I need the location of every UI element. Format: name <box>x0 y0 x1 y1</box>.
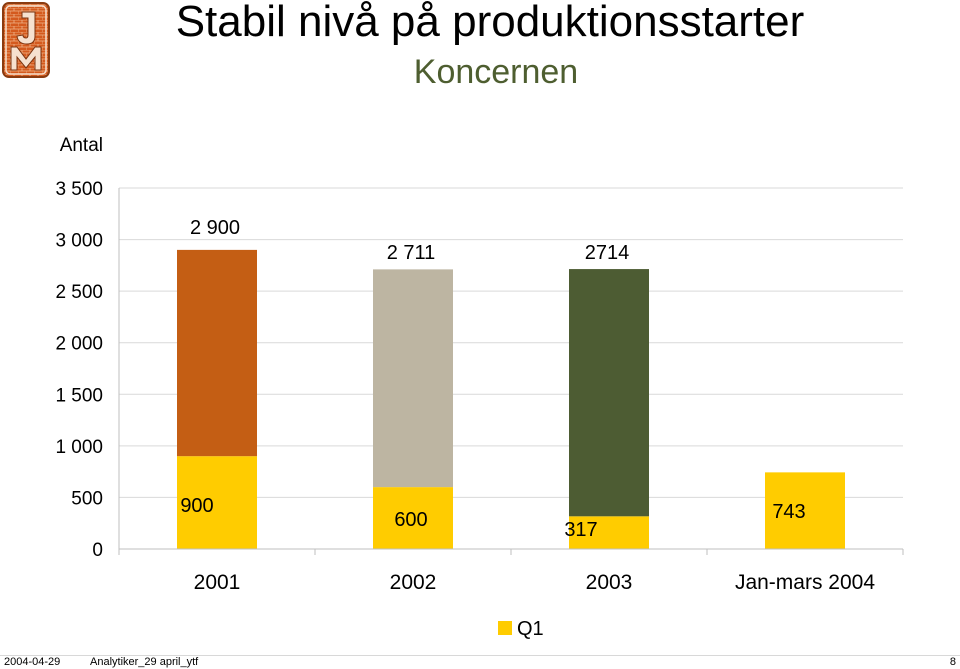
q1-value-label: 317 <box>564 519 597 541</box>
q1-value-label: 600 <box>394 509 427 531</box>
x-category-label: 2002 <box>390 571 437 594</box>
y-tick-label: 1 500 <box>55 385 103 406</box>
bar-q1-2001 <box>177 456 257 549</box>
page-number: 8 <box>949 656 956 668</box>
y-tick-label: 3 500 <box>55 179 103 200</box>
y-tick-label: 3 000 <box>55 231 103 252</box>
x-category-label: Jan-mars 2004 <box>735 571 875 594</box>
x-category-label: 2003 <box>586 571 633 594</box>
stacked-bar-chart: 0 500 1 000 1 500 2 000 2 500 3 000 3 500 Antal 2… <box>55 135 904 640</box>
q1-value-label: 900 <box>180 495 213 517</box>
total-value-label: 2 711 <box>387 242 436 264</box>
y-tick-label: 2 000 <box>55 334 103 355</box>
y-tick-label: 1 000 <box>55 437 103 458</box>
total-value-label: 2714 <box>585 242 630 264</box>
footer-divider <box>0 655 960 656</box>
bar-rest-2001 <box>177 249 257 457</box>
y-tick-label: 2 500 <box>55 282 103 303</box>
legend-label-q1: Q1 <box>517 618 544 640</box>
bar-q1-2002 <box>373 487 453 549</box>
jm-logo <box>2 2 50 78</box>
bar-rest-2002 <box>373 269 453 488</box>
legend-swatch-q1 <box>498 621 512 635</box>
y-tick-label: 0 <box>92 540 103 561</box>
slide-title: Stabil nivå på produktionsstarter <box>175 0 805 46</box>
slide-subtitle: Koncernen <box>413 53 579 91</box>
x-category-label: 2001 <box>194 571 241 594</box>
y-tick-label: 500 <box>71 488 103 509</box>
footer-filename: Analytiker_29 april_ytf <box>90 656 199 668</box>
q1-value-label: 743 <box>772 501 805 523</box>
y-axis-title: Antal <box>60 135 103 156</box>
footer-date: 2004-04-29 <box>4 656 61 668</box>
bar-rest-2003 <box>569 269 649 517</box>
bar-q1-2003 <box>569 516 649 549</box>
total-value-label: 2 900 <box>190 217 240 239</box>
bar-q1-jan-mars-2004 <box>765 472 845 549</box>
